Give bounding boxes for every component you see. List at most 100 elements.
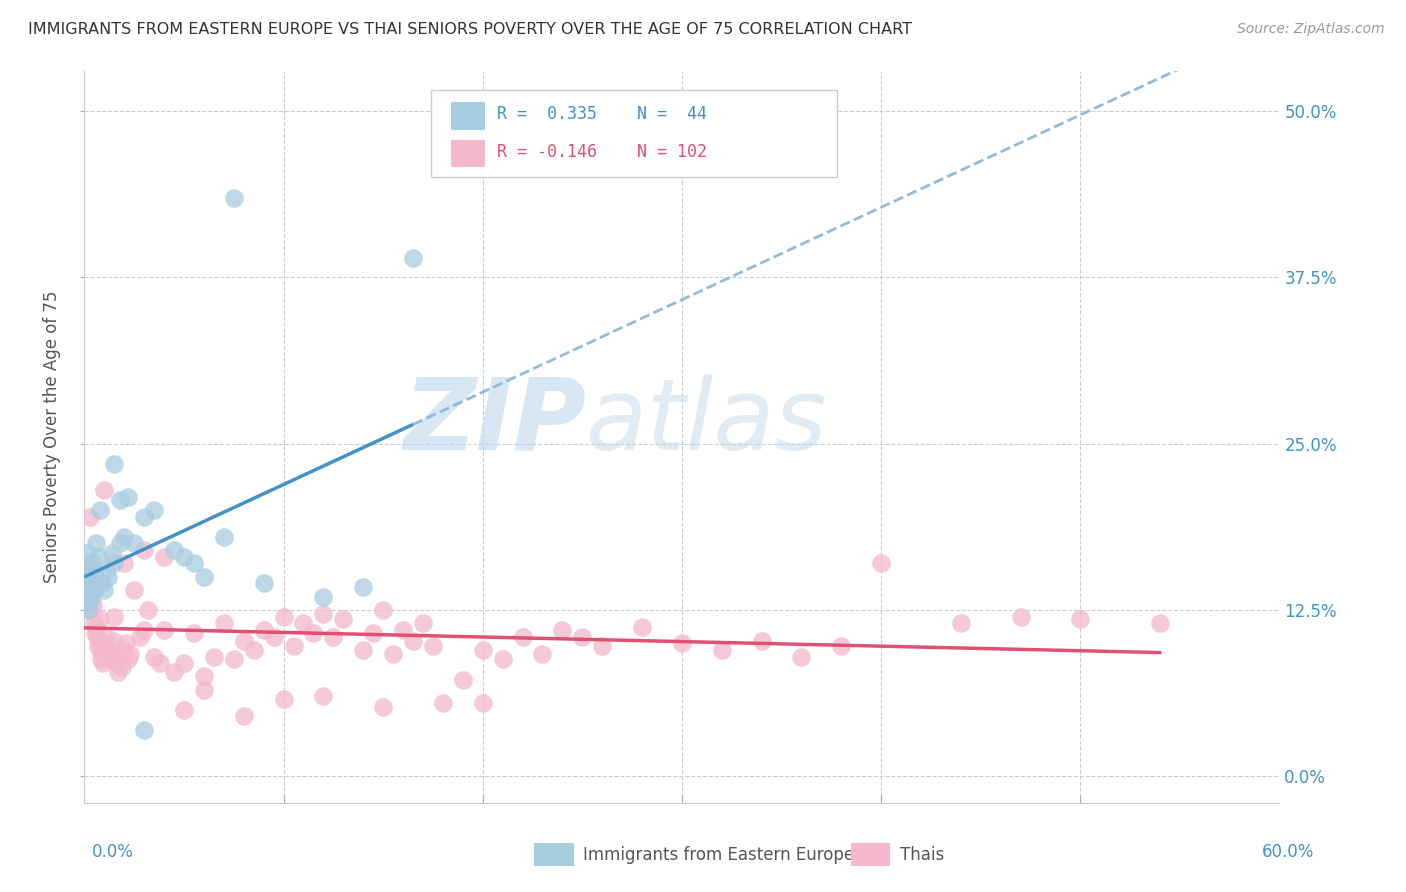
- Point: [93, 582, 115, 597]
- Point: [77, 603, 100, 617]
- Point: [76, 590, 98, 604]
- Point: [132, 623, 156, 637]
- Point: [412, 616, 434, 631]
- Point: [80, 590, 103, 604]
- Point: [153, 623, 176, 637]
- Point: [253, 576, 276, 591]
- Point: [83, 563, 105, 577]
- Point: [84, 582, 107, 597]
- Point: [129, 630, 152, 644]
- Text: atlas: atlas: [586, 374, 828, 471]
- Point: [591, 639, 613, 653]
- Point: [322, 630, 344, 644]
- Point: [949, 616, 972, 631]
- Point: [75, 579, 97, 593]
- Point: [183, 625, 205, 640]
- Point: [111, 660, 134, 674]
- Point: [402, 251, 425, 265]
- Point: [93, 639, 115, 653]
- Point: [93, 483, 115, 498]
- Point: [312, 607, 335, 621]
- Point: [222, 652, 245, 666]
- Point: [163, 543, 186, 558]
- Point: [103, 457, 125, 471]
- Point: [110, 649, 132, 664]
- Point: [183, 557, 205, 571]
- Point: [79, 576, 101, 591]
- Point: [103, 609, 125, 624]
- Point: [91, 576, 114, 591]
- Text: 0.0%: 0.0%: [91, 843, 134, 861]
- Point: [790, 649, 813, 664]
- Point: [631, 620, 654, 634]
- Point: [77, 573, 100, 587]
- Point: [80, 582, 103, 597]
- Point: [97, 570, 120, 584]
- Point: [79, 580, 101, 594]
- Point: [89, 503, 111, 517]
- Point: [471, 696, 494, 710]
- Point: [352, 643, 374, 657]
- Point: [90, 652, 112, 666]
- Point: [143, 649, 166, 664]
- Point: [86, 620, 108, 634]
- Point: [751, 633, 773, 648]
- Text: 60.0%: 60.0%: [1263, 843, 1315, 861]
- Point: [96, 563, 118, 577]
- Point: [77, 603, 100, 617]
- Point: [84, 625, 107, 640]
- Point: [153, 549, 176, 564]
- Point: [112, 557, 135, 571]
- Point: [710, 643, 733, 657]
- Point: [392, 623, 415, 637]
- Point: [73, 576, 96, 591]
- Point: [273, 692, 295, 706]
- Point: [312, 690, 335, 704]
- Point: [371, 700, 394, 714]
- Point: [1149, 616, 1171, 631]
- Point: [143, 503, 166, 517]
- Point: [79, 563, 101, 577]
- Point: [77, 593, 100, 607]
- Point: [432, 696, 454, 710]
- Point: [75, 557, 97, 571]
- Point: [110, 492, 132, 507]
- Point: [89, 612, 111, 626]
- Point: [117, 490, 139, 504]
- Point: [471, 643, 494, 657]
- Point: [163, 665, 186, 680]
- FancyBboxPatch shape: [451, 139, 485, 168]
- FancyBboxPatch shape: [430, 90, 837, 178]
- Point: [531, 647, 554, 661]
- Point: [77, 596, 100, 610]
- Point: [96, 630, 118, 644]
- Point: [253, 623, 276, 637]
- Point: [193, 570, 215, 584]
- Point: [202, 649, 225, 664]
- Point: [80, 573, 103, 587]
- Point: [87, 639, 110, 653]
- Point: [80, 570, 103, 584]
- Point: [332, 612, 354, 626]
- Point: [76, 546, 98, 560]
- Point: [361, 625, 384, 640]
- Point: [512, 630, 534, 644]
- Point: [132, 543, 156, 558]
- Point: [82, 557, 104, 571]
- Text: IMMIGRANTS FROM EASTERN EUROPE VS THAI SENIORS POVERTY OVER THE AGE OF 75 CORREL: IMMIGRANTS FROM EASTERN EUROPE VS THAI S…: [28, 22, 912, 37]
- Point: [283, 639, 305, 653]
- Point: [212, 530, 235, 544]
- Point: [75, 582, 97, 597]
- Point: [117, 652, 139, 666]
- Point: [122, 536, 145, 550]
- Point: [79, 585, 101, 599]
- Point: [97, 647, 120, 661]
- Point: [671, 636, 693, 650]
- Point: [212, 616, 235, 631]
- Point: [101, 546, 124, 560]
- Point: [222, 191, 245, 205]
- Point: [132, 723, 156, 737]
- Point: [1010, 609, 1032, 624]
- Point: [302, 625, 325, 640]
- Point: [870, 557, 893, 571]
